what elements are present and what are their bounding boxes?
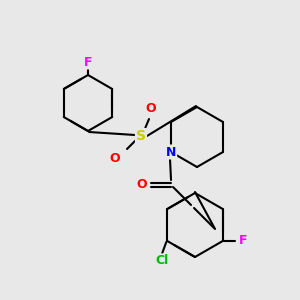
Text: Cl: Cl	[156, 254, 169, 268]
Text: F: F	[238, 235, 247, 248]
Text: N: N	[166, 146, 176, 158]
Text: F: F	[84, 56, 92, 68]
Text: O: O	[137, 178, 147, 191]
Text: S: S	[136, 129, 146, 143]
Text: O: O	[110, 152, 120, 164]
Text: O: O	[146, 103, 156, 116]
